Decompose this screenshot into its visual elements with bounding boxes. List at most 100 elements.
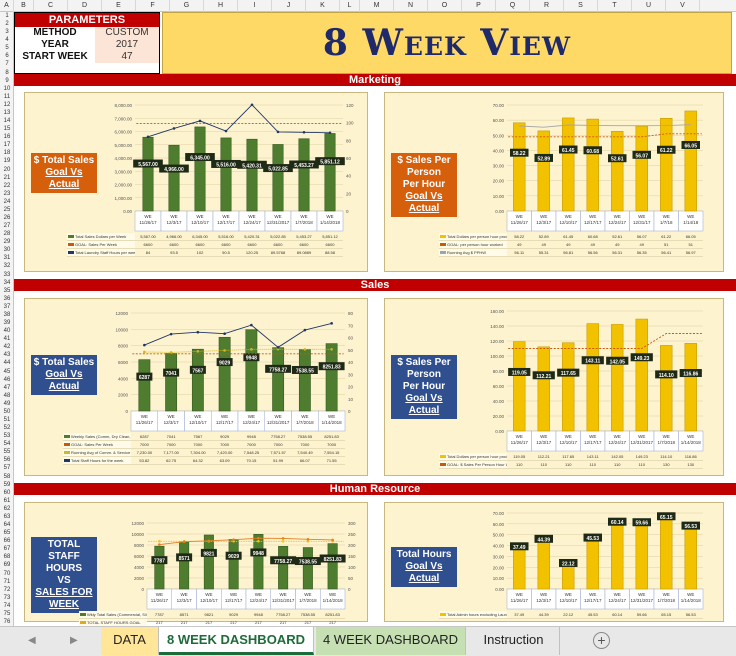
line-point[interactable]: [276, 347, 280, 351]
row-header-cell[interactable]: 27: [3, 223, 11, 230]
tab-8-week-dashboard[interactable]: 8 WEEK DASHBOARD: [159, 627, 314, 655]
bar[interactable]: [191, 348, 204, 412]
line-point[interactable]: [182, 540, 186, 543]
row-header-cell[interactable]: 37: [3, 303, 11, 310]
bar[interactable]: [302, 547, 313, 590]
row-header-cell[interactable]: 3: [5, 29, 9, 36]
row-header-cell[interactable]: 62: [3, 505, 11, 512]
bar[interactable]: [586, 118, 599, 212]
bar[interactable]: [586, 539, 599, 590]
row-header-cell[interactable]: 63: [3, 513, 11, 520]
row-header-cell[interactable]: 60: [3, 489, 11, 496]
hr-total-hours-chart[interactable]: Total Hours Goal Vs Actual 0.00 10.00 20.00 3…: [384, 502, 724, 622]
bar[interactable]: [684, 527, 697, 590]
column-header-cell[interactable]: M: [360, 0, 394, 12]
chart-plot[interactable]: 0.00 1,000.00 2,000.00 3,000.00 4,000.00 5,00…: [25, 93, 367, 233]
column-header-cell[interactable]: V: [666, 0, 700, 12]
tab-scroll-right-icon[interactable]: ▶: [70, 635, 78, 646]
row-header-cell[interactable]: 36: [3, 295, 11, 302]
row-header-cell[interactable]: 28: [3, 231, 11, 238]
staff-hours-line[interactable]: [159, 537, 333, 546]
line-point[interactable]: [198, 119, 202, 123]
bar[interactable]: [194, 126, 206, 212]
marketing-sales-per-hour-chart[interactable]: $ Sales Per Person Per Hour Goal Vs Actual…: [384, 92, 724, 272]
column-header-cell[interactable]: H: [204, 0, 238, 12]
row-header-cell[interactable]: 72: [3, 586, 11, 593]
column-header-cell[interactable]: T: [598, 0, 632, 12]
row-header-cell[interactable]: 7: [5, 61, 9, 68]
line-point[interactable]: [143, 350, 146, 354]
line-point[interactable]: [281, 539, 285, 543]
row-header-cell[interactable]: 13: [3, 109, 11, 116]
row-header-cell[interactable]: 42: [3, 344, 11, 351]
line-point[interactable]: [158, 543, 161, 546]
row-header-cell[interactable]: 8: [5, 69, 9, 76]
bar[interactable]: [586, 323, 599, 432]
column-header-cell[interactable]: B: [14, 0, 34, 12]
bar[interactable]: [218, 336, 231, 412]
bar[interactable]: [253, 533, 264, 590]
bar[interactable]: [179, 541, 190, 590]
hr-staff-hours-chart[interactable]: TOTAL STAFF HOURS VS SALES FOR WEEK 0 2000 40…: [24, 502, 368, 627]
row-header-cell[interactable]: 52: [3, 425, 11, 432]
line-point[interactable]: [224, 129, 228, 133]
row-header-cell[interactable]: 56: [3, 457, 11, 464]
bar[interactable]: [660, 517, 673, 590]
line-point[interactable]: [306, 537, 310, 541]
row-header-cell[interactable]: 45: [3, 368, 11, 375]
bar[interactable]: [142, 136, 154, 212]
chart-plot[interactable]: 0.00 20.00 40.00 60.00 80.00 100.00 120.00 140.…: [385, 299, 723, 453]
bar[interactable]: [298, 138, 310, 212]
staff-hours-line[interactable]: [147, 104, 331, 138]
row-header-cell[interactable]: 34: [3, 279, 11, 286]
bar[interactable]: [245, 329, 258, 412]
method-value-cell[interactable]: CUSTOM: [95, 27, 159, 39]
bar[interactable]: [246, 138, 258, 212]
sales-total-sales-chart[interactable]: $ Total Sales Goal Vs Actual 0 2000 4000 6000…: [24, 298, 368, 476]
line-point[interactable]: [223, 349, 226, 352]
row-header-cell[interactable]: 46: [3, 376, 11, 383]
column-header-cell[interactable]: C: [34, 0, 68, 12]
row-header-cell[interactable]: 21: [3, 174, 11, 181]
row-header-cell[interactable]: 69: [3, 562, 11, 569]
staff-hours-line[interactable]: [144, 322, 332, 348]
tab-instruction[interactable]: Instruction: [468, 627, 560, 655]
row-header-cell[interactable]: 35: [3, 287, 11, 294]
column-header-cell[interactable]: I: [238, 0, 272, 12]
row-header-cell[interactable]: 26: [3, 215, 11, 221]
row-header-cell[interactable]: 19: [3, 158, 11, 165]
row-header-cell[interactable]: 4: [5, 37, 9, 44]
bar[interactable]: [324, 133, 336, 212]
bar[interactable]: [220, 137, 232, 212]
row-header-cell[interactable]: 9: [5, 77, 9, 84]
row-header-cell[interactable]: 32: [3, 263, 11, 270]
bar[interactable]: [278, 546, 289, 590]
row-header-cell[interactable]: 66: [3, 538, 11, 545]
line-point[interactable]: [303, 348, 307, 351]
row-header-cell[interactable]: 50: [3, 408, 11, 415]
line-point[interactable]: [302, 131, 306, 134]
bar[interactable]: [562, 117, 575, 212]
row-header-cell[interactable]: 40: [3, 328, 11, 335]
line-point[interactable]: [331, 538, 334, 542]
row-header-cell[interactable]: 11: [3, 93, 11, 100]
bar[interactable]: [154, 545, 165, 590]
column-header-cell[interactable]: R: [530, 0, 564, 12]
row-header-cell[interactable]: 71: [3, 578, 11, 585]
row-header-cell[interactable]: 67: [3, 546, 11, 553]
year-value-cell[interactable]: 2017: [95, 39, 159, 51]
bar[interactable]: [684, 343, 697, 432]
line-point[interactable]: [196, 350, 200, 353]
line-point[interactable]: [330, 348, 333, 351]
line-point[interactable]: [169, 351, 173, 354]
column-header-cell[interactable]: P: [462, 0, 496, 12]
row-header-cell[interactable]: 48: [3, 392, 11, 399]
line-point[interactable]: [306, 539, 310, 543]
line-point[interactable]: [276, 130, 280, 134]
line-point[interactable]: [276, 346, 280, 349]
start-week-value-cell[interactable]: 47: [95, 51, 159, 63]
row-header-cell[interactable]: 12: [3, 101, 11, 108]
line-point[interactable]: [257, 539, 260, 543]
row-header-cell[interactable]: 16: [3, 134, 11, 141]
bar[interactable]: [537, 346, 550, 432]
